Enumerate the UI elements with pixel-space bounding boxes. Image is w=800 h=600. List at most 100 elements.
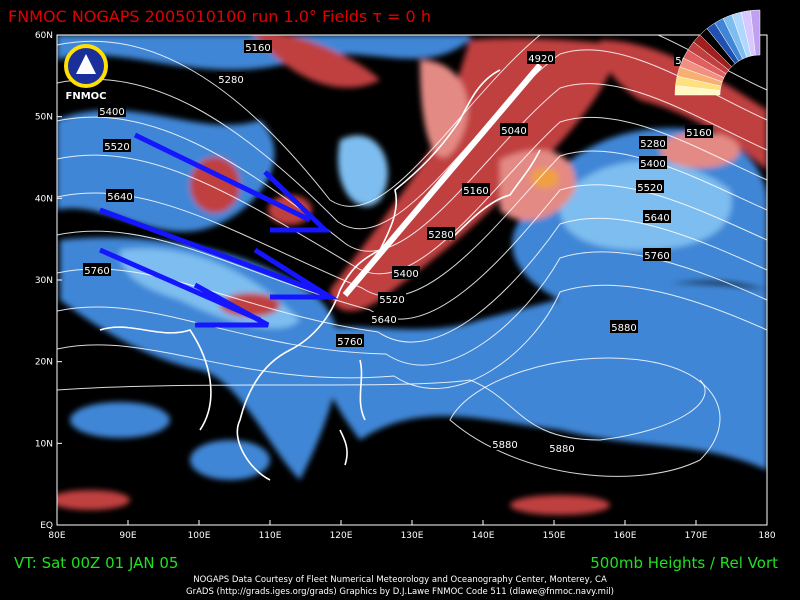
pos-vort xyxy=(57,490,130,510)
credit-line: GrADS (http://grads.iges.org/grads) Grap… xyxy=(186,587,614,597)
lon-label: 170E xyxy=(685,531,708,541)
contour-label: 5160 xyxy=(245,43,270,54)
neg-vort xyxy=(317,283,767,470)
contour-label-bg xyxy=(639,136,667,149)
contour xyxy=(449,357,721,477)
contour-label-bg xyxy=(500,123,528,136)
lat-label: EQ xyxy=(40,521,53,531)
contour-label: 5400 xyxy=(393,269,418,280)
pos-vort xyxy=(190,157,240,213)
colorbar-segment xyxy=(750,9,761,56)
flow-arrows xyxy=(98,132,339,328)
lat-label: 10N xyxy=(35,439,53,449)
pos-vort xyxy=(254,35,380,88)
lon-label: 90E xyxy=(119,531,136,541)
lat-label: 40N xyxy=(35,194,53,204)
jet-axis xyxy=(342,63,543,297)
contour xyxy=(57,83,767,252)
neg-vort-strong xyxy=(338,135,388,207)
contour-label-bg xyxy=(103,139,131,152)
coastline xyxy=(99,326,212,431)
pos-vort xyxy=(510,495,610,515)
valid-time: VT: Sat 00Z 01 JAN 05 xyxy=(14,554,178,572)
logo-text: FNMOC xyxy=(66,91,107,102)
lon-label: 110E xyxy=(259,531,282,541)
contour-label: 5760 xyxy=(337,337,362,348)
contour-label: 5040 xyxy=(501,126,526,137)
coastlines xyxy=(99,69,541,481)
contour-label-bg xyxy=(462,183,490,196)
contour xyxy=(57,184,767,320)
contour-label-bg xyxy=(217,72,245,85)
coastline xyxy=(449,149,541,241)
lon-label: 120E xyxy=(330,531,353,541)
contour-label-bg xyxy=(636,180,664,193)
contour-label-bg xyxy=(685,125,713,138)
contour-label-bg xyxy=(336,334,364,347)
neg-vort-strong xyxy=(559,161,732,250)
contour-label: 5760 xyxy=(644,251,669,262)
contour-label: 5760 xyxy=(84,266,109,277)
contour-label-bg xyxy=(427,227,455,240)
contour xyxy=(57,217,767,343)
neg-vort xyxy=(70,402,170,438)
contour-label: 5640 xyxy=(644,213,669,224)
contour-label: 5520 xyxy=(637,183,662,194)
height-contours xyxy=(57,35,767,477)
contour-label-bg xyxy=(83,263,111,276)
contour xyxy=(57,35,767,207)
contour-label-bg xyxy=(639,156,667,169)
field-name: 500mb Heights / Rel Vort xyxy=(590,554,778,572)
contour-label-bg xyxy=(106,189,134,202)
lat-label: 60N xyxy=(35,31,53,41)
lon-label: 150E xyxy=(543,531,566,541)
lon-label: 140E xyxy=(472,531,495,541)
arrow xyxy=(133,132,332,233)
contour-label-bg xyxy=(527,51,555,64)
contour-label: 4920 xyxy=(528,54,553,65)
pos-vort-strong xyxy=(660,132,740,168)
lat-label: 50N xyxy=(35,113,53,123)
coastline xyxy=(339,69,501,291)
contour-label: 5400 xyxy=(640,159,665,170)
contour-label: 5640 xyxy=(107,192,132,203)
contour-label-bg xyxy=(392,266,420,279)
contour-label: 5280 xyxy=(428,230,453,241)
contour-label: 5160 xyxy=(686,128,711,139)
neg-vort xyxy=(190,440,270,480)
contour-label: 5280 xyxy=(218,75,243,86)
contour-label-bg xyxy=(610,320,638,333)
colorbar xyxy=(674,9,761,96)
lon-label: 100E xyxy=(188,531,211,541)
credit-line: NOGAPS Data Courtesy of Fleet Numerical … xyxy=(193,575,607,585)
pos-vort-strong xyxy=(420,60,468,158)
contour-label-bg xyxy=(491,437,519,450)
arrow xyxy=(99,207,339,300)
arrow xyxy=(98,247,270,328)
contour-label-bg xyxy=(244,40,272,53)
lon-label: 160E xyxy=(614,531,637,541)
lon-label: 80E xyxy=(48,531,65,541)
lat-label: 30N xyxy=(35,276,53,286)
coastline xyxy=(236,289,341,481)
contour-label: 5400 xyxy=(99,107,124,118)
contour-label: 5280 xyxy=(640,139,665,150)
contour-label-bg xyxy=(548,441,576,454)
contour-label-bg xyxy=(378,292,406,305)
contour-label-bg xyxy=(370,312,398,325)
contour-label-bg xyxy=(98,104,126,117)
lon-label: 130E xyxy=(401,531,424,541)
contour xyxy=(57,284,767,389)
title: FNMOC NOGAPS 2005010100 run 1.0° Fields … xyxy=(8,7,431,26)
contour-label: 5640 xyxy=(371,315,396,326)
logo-icon xyxy=(76,54,96,74)
logo: FNMOC xyxy=(64,44,108,102)
contour-label: 5880 xyxy=(611,323,636,334)
lon-label: 180 xyxy=(758,531,775,541)
contour xyxy=(57,116,767,275)
contour-label: 5520 xyxy=(104,142,129,153)
pos-vort-max xyxy=(531,168,559,188)
contour-label-bg xyxy=(643,248,671,261)
contour xyxy=(57,379,706,441)
